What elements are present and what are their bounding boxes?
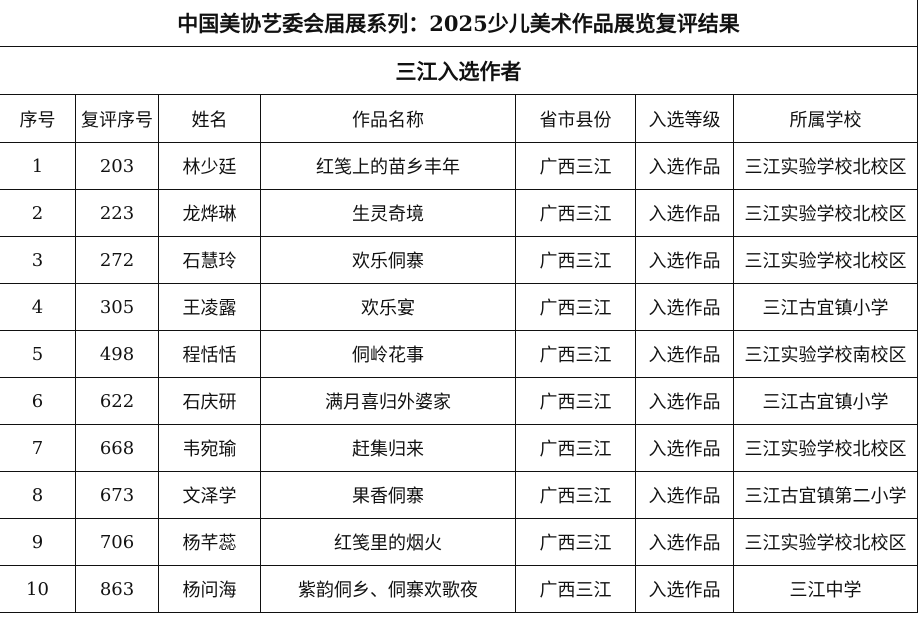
cell-work-title: 侗岭花事: [260, 330, 516, 378]
results-table: 中国美协艺委会届展系列：2025少儿美术作品展览复评结果 三江入选作者 序号 复…: [0, 0, 919, 613]
cell-name: 石慧玲: [158, 236, 261, 284]
page-title: 中国美协艺委会届展系列：2025少儿美术作品展览复评结果: [0, 0, 919, 47]
cell-level: 入选作品: [635, 471, 734, 519]
cell-review-number: 668: [75, 424, 159, 472]
cell-school: 三江实验学校北校区: [732, 142, 919, 190]
cell-school: 三江实验学校北校区: [732, 189, 919, 237]
header-region: 省市县份: [515, 94, 636, 143]
table-row: 3 272 石慧玲 欢乐侗寨 广西三江 入选作品 三江实验学校北校区: [0, 236, 919, 284]
cell-school: 三江实验学校北校区: [732, 236, 919, 284]
cell-review-number: 272: [75, 236, 159, 284]
cell-name: 杨芊蕊: [158, 518, 261, 566]
cell-name: 龙烨琳: [158, 189, 261, 237]
cell-level: 入选作品: [635, 518, 734, 566]
cell-work-title: 欢乐侗寨: [260, 236, 516, 284]
cell-index: 10: [0, 565, 76, 613]
cell-region: 广西三江: [515, 377, 636, 425]
cell-name: 王凌露: [158, 283, 261, 331]
cell-index: 4: [0, 283, 76, 331]
table-row: 7 668 韦宛瑜 赶集归来 广西三江 入选作品 三江实验学校北校区: [0, 424, 919, 472]
cell-level: 入选作品: [635, 424, 734, 472]
header-index: 序号: [0, 94, 76, 143]
cell-review-number: 622: [75, 377, 159, 425]
cell-level: 入选作品: [635, 283, 734, 331]
cell-index: 2: [0, 189, 76, 237]
cell-review-number: 863: [75, 565, 159, 613]
cell-level: 入选作品: [635, 377, 734, 425]
cell-review-number: 673: [75, 471, 159, 519]
cell-school: 三江中学: [732, 565, 919, 613]
cell-work-title: 生灵奇境: [260, 189, 516, 237]
table-row: 9 706 杨芊蕊 红笺里的烟火 广西三江 入选作品 三江实验学校北校区: [0, 518, 919, 566]
cell-name: 杨问海: [158, 565, 261, 613]
cell-review-number: 305: [75, 283, 159, 331]
cell-work-title: 红笺上的苗乡丰年: [260, 142, 516, 190]
table-row: 5 498 程恬恬 侗岭花事 广西三江 入选作品 三江实验学校南校区: [0, 330, 919, 378]
cell-work-title: 满月喜归外婆家: [260, 377, 516, 425]
cell-review-number: 203: [75, 142, 159, 190]
cell-name: 韦宛瑜: [158, 424, 261, 472]
cell-index: 9: [0, 518, 76, 566]
cell-region: 广西三江: [515, 330, 636, 378]
cell-index: 3: [0, 236, 76, 284]
cell-name: 程恬恬: [158, 330, 261, 378]
cell-level: 入选作品: [635, 189, 734, 237]
cell-index: 6: [0, 377, 76, 425]
cell-level: 入选作品: [635, 565, 734, 613]
header-review-number: 复评序号: [75, 94, 159, 143]
cell-work-title: 欢乐宴: [260, 283, 516, 331]
cell-level: 入选作品: [635, 142, 734, 190]
cell-region: 广西三江: [515, 565, 636, 613]
cell-school: 三江实验学校北校区: [732, 424, 919, 472]
header-row: 序号 复评序号 姓名 作品名称 省市县份 入选等级 所属学校: [0, 94, 919, 143]
cell-school: 三江实验学校南校区: [732, 330, 919, 378]
cell-school: 三江实验学校北校区: [732, 518, 919, 566]
cell-name: 林少廷: [158, 142, 261, 190]
header-school: 所属学校: [732, 94, 919, 143]
cell-work-title: 紫韵侗乡、侗寨欢歌夜: [260, 565, 516, 613]
cell-review-number: 498: [75, 330, 159, 378]
table-row: 2 223 龙烨琳 生灵奇境 广西三江 入选作品 三江实验学校北校区: [0, 189, 919, 237]
cell-region: 广西三江: [515, 236, 636, 284]
cell-school: 三江古宜镇小学: [732, 377, 919, 425]
section-subtitle: 三江入选作者: [0, 46, 919, 95]
cell-work-title: 果香侗寨: [260, 471, 516, 519]
cell-index: 8: [0, 471, 76, 519]
cell-region: 广西三江: [515, 471, 636, 519]
header-work-title: 作品名称: [260, 94, 516, 143]
table-row: 8 673 文泽学 果香侗寨 广西三江 入选作品 三江古宜镇第二小学: [0, 471, 919, 519]
table-row: 1 203 林少廷 红笺上的苗乡丰年 广西三江 入选作品 三江实验学校北校区: [0, 142, 919, 190]
table-row: 4 305 王凌露 欢乐宴 广西三江 入选作品 三江古宜镇小学: [0, 283, 919, 331]
cell-region: 广西三江: [515, 142, 636, 190]
cell-index: 5: [0, 330, 76, 378]
cell-review-number: 223: [75, 189, 159, 237]
cell-level: 入选作品: [635, 330, 734, 378]
cell-name: 文泽学: [158, 471, 261, 519]
cell-school: 三江古宜镇小学: [732, 283, 919, 331]
header-level: 入选等级: [635, 94, 734, 143]
cell-region: 广西三江: [515, 424, 636, 472]
table-row: 6 622 石庆研 满月喜归外婆家 广西三江 入选作品 三江古宜镇小学: [0, 377, 919, 425]
cell-name: 石庆研: [158, 377, 261, 425]
table-row: 10 863 杨问海 紫韵侗乡、侗寨欢歌夜 广西三江 入选作品 三江中学: [0, 565, 919, 613]
cell-index: 1: [0, 142, 76, 190]
cell-work-title: 红笺里的烟火: [260, 518, 516, 566]
cell-review-number: 706: [75, 518, 159, 566]
cell-region: 广西三江: [515, 283, 636, 331]
header-name: 姓名: [158, 94, 261, 143]
cell-school: 三江古宜镇第二小学: [732, 471, 919, 519]
cell-work-title: 赶集归来: [260, 424, 516, 472]
cell-region: 广西三江: [515, 518, 636, 566]
cell-index: 7: [0, 424, 76, 472]
cell-region: 广西三江: [515, 189, 636, 237]
cell-level: 入选作品: [635, 236, 734, 284]
